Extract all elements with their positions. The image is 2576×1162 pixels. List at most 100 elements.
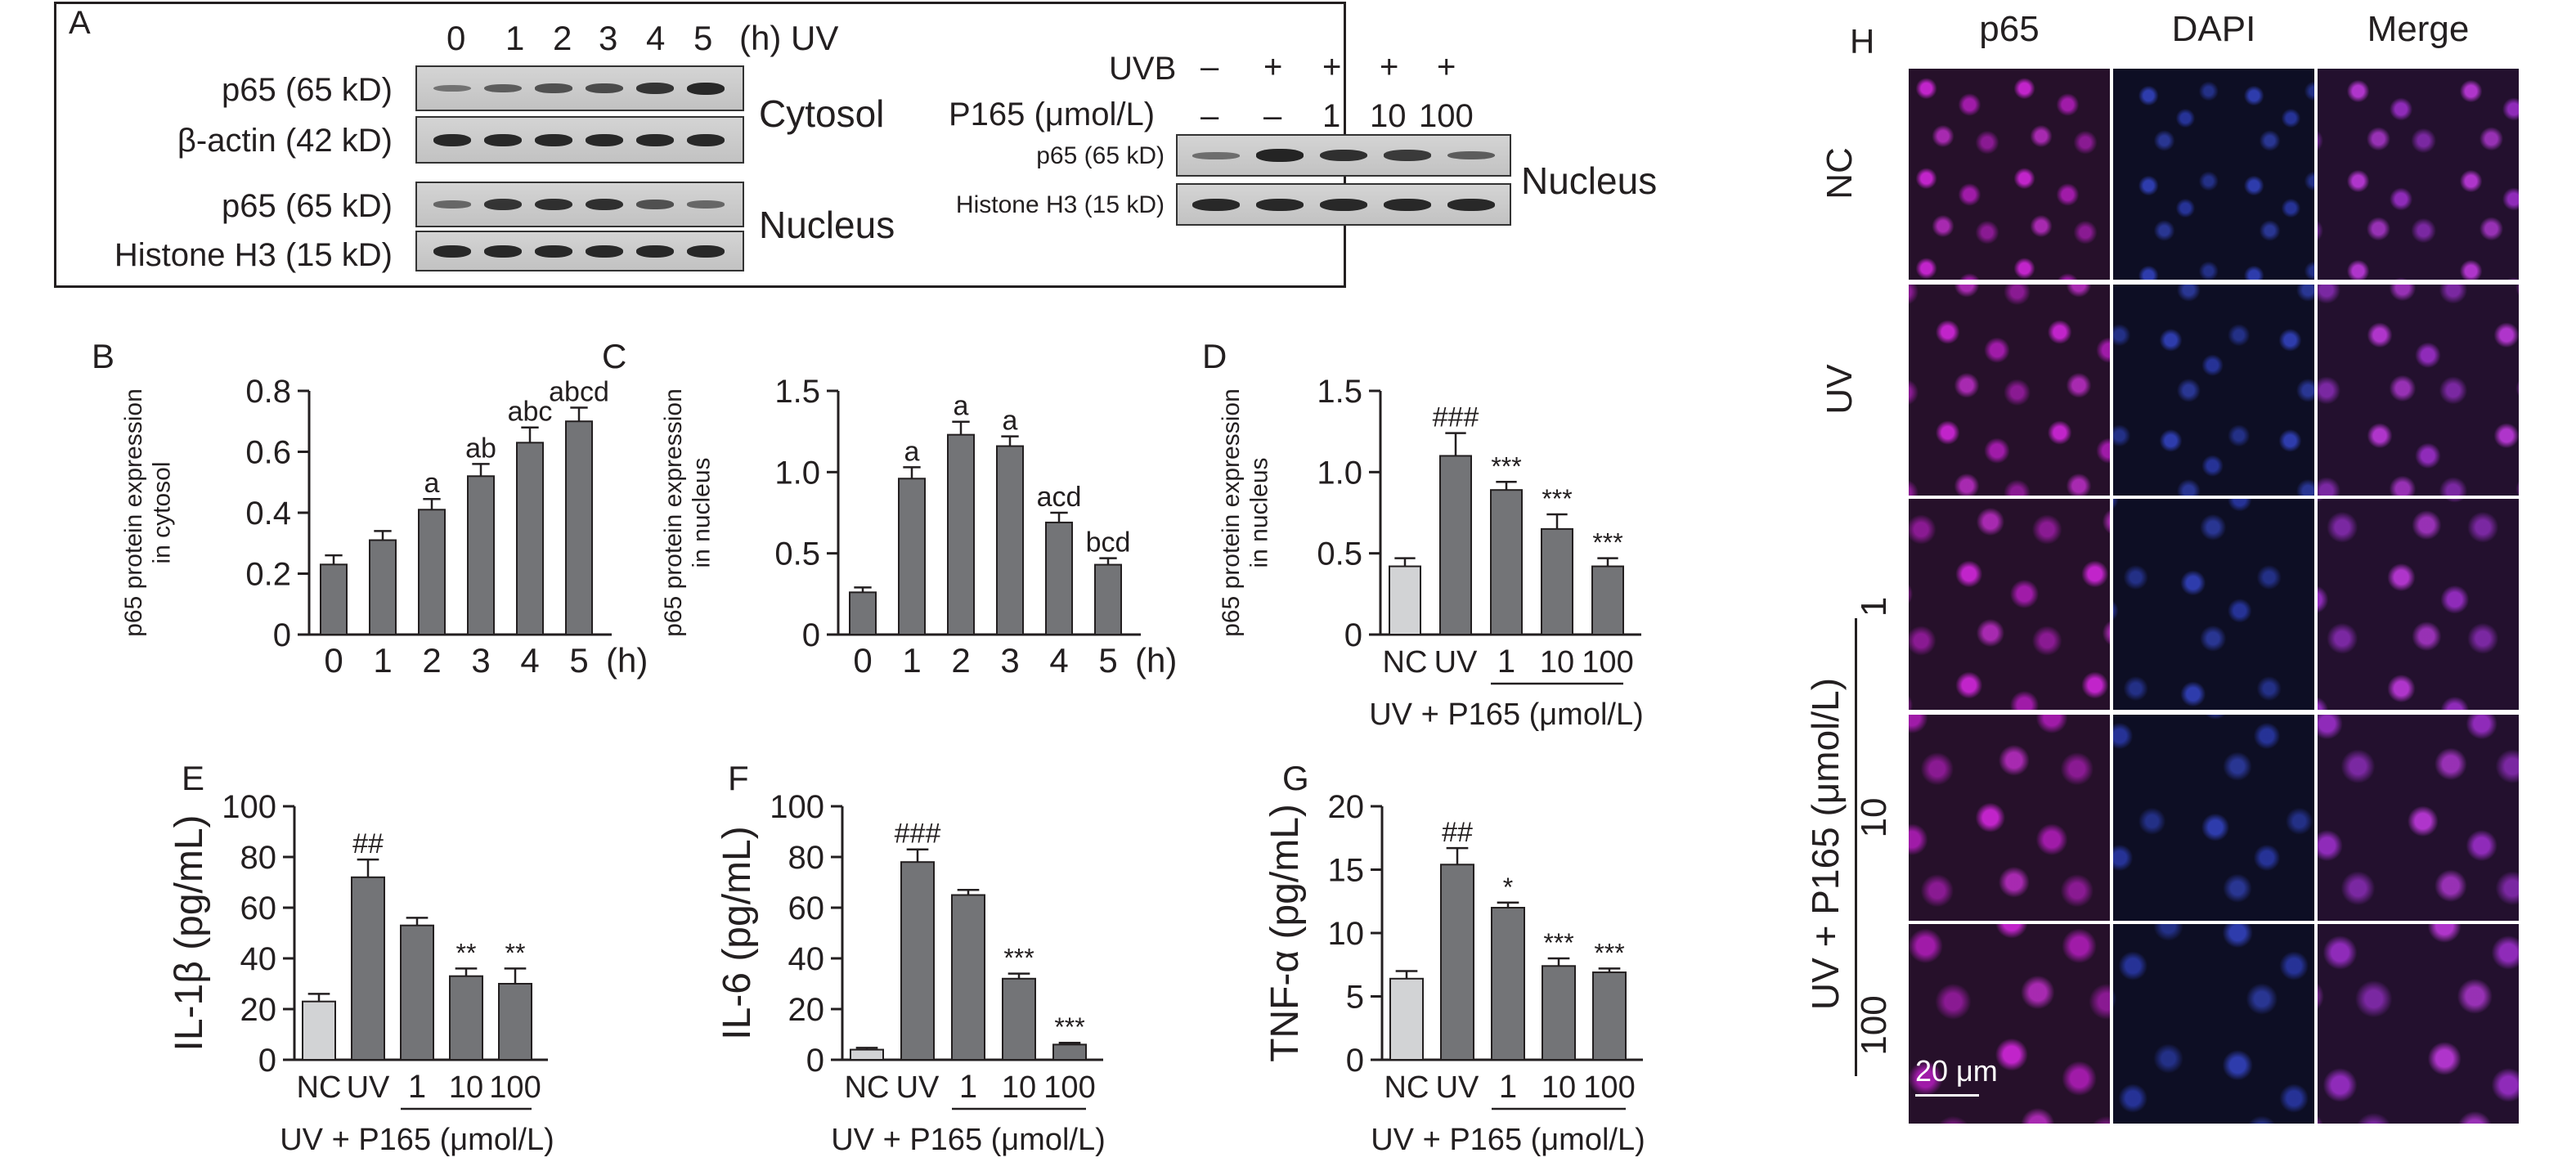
panel-letter-a: A	[69, 5, 91, 41]
category-label: 10	[449, 1070, 483, 1105]
category-label: NC	[1384, 1070, 1429, 1105]
category-label: NC	[845, 1070, 890, 1105]
blot-band	[1384, 198, 1431, 211]
blot-band	[636, 245, 674, 258]
y-tick-label: 1.5	[774, 374, 820, 410]
significance-label: a	[424, 468, 440, 499]
significance-label: a	[904, 436, 920, 467]
panel-letter: G	[1282, 759, 1309, 797]
category-label: 10	[1002, 1070, 1036, 1105]
significance-label: a	[954, 391, 969, 422]
significance-label: acd	[1037, 482, 1082, 513]
blot-label: p65 (65 kD)	[1036, 142, 1165, 169]
compartment-label: Cytosol	[759, 92, 885, 135]
y-tick-label: 100	[770, 789, 824, 825]
blot-band	[687, 133, 725, 146]
western-blot	[1176, 134, 1511, 177]
bar	[1490, 489, 1523, 635]
row-label-10: 10	[1854, 797, 1894, 838]
p65-image	[1909, 285, 2110, 496]
uvb-value: +	[1437, 49, 1456, 85]
category-label: 1	[1499, 1069, 1517, 1105]
bar	[996, 445, 1024, 636]
y-axis-label: in nucleus	[1245, 457, 1272, 568]
y-tick-label: 60	[240, 891, 277, 926]
y-tick-label: 0	[1346, 1043, 1364, 1079]
time-label: 1	[505, 19, 525, 57]
significance-label: ##	[352, 828, 384, 859]
y-tick-label: 100	[222, 789, 276, 825]
significance-label: ***	[1054, 1012, 1084, 1042]
x-unit-label: (h)	[606, 641, 648, 680]
uvb-value: +	[1263, 49, 1283, 85]
bar	[849, 591, 877, 636]
category-label: 1	[373, 641, 392, 680]
western-blot	[1176, 183, 1511, 226]
significance-label: ***	[1594, 938, 1624, 967]
time-label: 3	[599, 19, 618, 57]
bar	[1491, 907, 1525, 1061]
significance-label: ##	[1442, 817, 1473, 848]
y-axis-label: p65 protein expression	[120, 388, 147, 637]
blot-band	[535, 133, 572, 146]
panel-letter: D	[1202, 337, 1227, 375]
category-label: UV	[1434, 645, 1478, 680]
bar	[449, 975, 483, 1061]
p165-value: 100	[1419, 98, 1474, 134]
x-unit-label: (h)	[1135, 641, 1177, 680]
bar	[418, 509, 446, 636]
merge-image	[2318, 285, 2519, 496]
category-label: 4	[520, 641, 539, 680]
y-tick-label: 80	[240, 840, 277, 876]
bar	[369, 539, 397, 636]
bar	[498, 983, 532, 1061]
y-tick-label: 0	[258, 1043, 276, 1079]
p165-value: –	[1263, 98, 1282, 134]
blot-label: p65 (65 kD)	[222, 72, 393, 108]
category-label: NC	[297, 1070, 342, 1105]
uvb-value: –	[1200, 49, 1219, 85]
bar	[1389, 977, 1424, 1061]
panel-letter: F	[728, 759, 749, 797]
category-label: 1	[408, 1069, 426, 1105]
category-label: 5	[569, 641, 588, 680]
p165-label: P165 (μmol/L)	[949, 96, 1156, 132]
merge-image	[2318, 499, 2519, 710]
blot-band	[1320, 149, 1367, 162]
group-label: UV + P165 (μmol/L)	[1369, 698, 1644, 732]
p165-value: 1	[1322, 98, 1341, 134]
significance-label: **	[505, 938, 526, 967]
uvb-label: UVB	[1109, 51, 1177, 87]
blot-band	[586, 83, 623, 93]
bar	[1542, 965, 1576, 1061]
blot-band	[484, 199, 522, 210]
bar	[302, 1000, 336, 1061]
p165-value: –	[1200, 98, 1219, 134]
bar	[900, 861, 935, 1061]
compartment-label: Nucleus	[759, 204, 895, 246]
y-tick-label: 1.0	[774, 455, 820, 491]
blot-label: Histone H3 (15 kD)	[955, 191, 1165, 218]
y-axis-label: IL-6 (pg/mL)	[716, 826, 759, 1039]
blot-band	[636, 83, 674, 94]
category-label: 100	[1043, 1070, 1095, 1105]
blot-band	[1320, 198, 1367, 211]
blot-band	[1256, 149, 1304, 162]
bar	[1541, 527, 1573, 635]
category-label: 1	[959, 1069, 977, 1105]
y-axis-label: in cytosol	[148, 461, 175, 563]
category-label: 1	[902, 641, 921, 680]
blot-band	[687, 245, 725, 258]
western-blot	[415, 116, 744, 164]
bar	[1094, 563, 1122, 635]
p65-image	[1909, 924, 2110, 1124]
column-header: DAPI	[2171, 9, 2256, 49]
dapi-image	[2113, 285, 2314, 496]
western-blot	[415, 65, 744, 111]
row-label-uv: UV	[1820, 364, 1860, 415]
column-header: p65	[1979, 9, 2040, 49]
category-label: 5	[1098, 641, 1117, 680]
merge-image	[2318, 924, 2519, 1124]
y-tick-label: 40	[788, 941, 825, 977]
y-axis-label: in nucleus	[688, 457, 715, 568]
